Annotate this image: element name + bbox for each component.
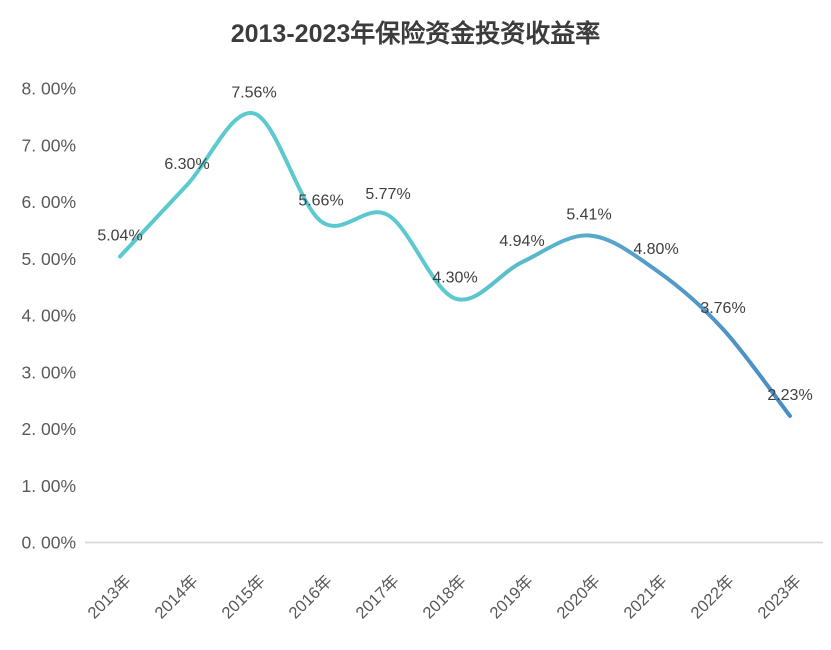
data-point-label: 5.41% xyxy=(566,206,611,223)
x-axis-tick-label: 2022年 xyxy=(687,571,738,622)
x-axis-tick-label: 2017年 xyxy=(352,571,403,622)
data-point-label: 2.23% xyxy=(767,387,812,404)
x-axis-tick-label: 2014年 xyxy=(151,571,202,622)
chart-title: 2013-2023年保险资金投资收益率 xyxy=(230,20,601,48)
x-axis-tick-label: 2019年 xyxy=(486,571,537,622)
y-axis-tick-label: 1. 00% xyxy=(22,476,76,496)
x-axis-tick-label: 2020年 xyxy=(553,571,604,622)
data-point-label: 5.04% xyxy=(97,227,142,244)
x-axis-tick-label: 2018年 xyxy=(419,571,470,622)
y-axis-tick-label: 0. 00% xyxy=(22,533,76,553)
data-point-label: 4.80% xyxy=(633,241,678,258)
y-axis-tick-label: 4. 00% xyxy=(22,306,76,326)
y-axis-tick-label: 2. 00% xyxy=(22,419,76,439)
x-axis-tick-label: 2016年 xyxy=(285,571,336,622)
data-point-label: 7.56% xyxy=(231,84,276,101)
x-axis-tick-label: 2015年 xyxy=(218,571,269,622)
y-axis-tick-label: 5. 00% xyxy=(22,249,76,269)
data-point-label: 4.30% xyxy=(432,269,477,286)
series-line xyxy=(118,111,792,418)
y-axis-tick-label: 6. 00% xyxy=(22,192,76,212)
data-point-label: 5.77% xyxy=(365,186,410,203)
x-axis-tick-label: 2023年 xyxy=(754,571,805,622)
data-point-label: 6.30% xyxy=(164,156,209,173)
y-axis-tick-label: 3. 00% xyxy=(22,362,76,382)
data-point-label: 4.94% xyxy=(499,233,544,250)
x-axis-tick-label: 2021年 xyxy=(620,571,671,622)
x-axis-tick-label: 2013年 xyxy=(84,571,135,622)
y-axis-tick-label: 7. 00% xyxy=(22,135,76,155)
y-axis-tick-label: 8. 00% xyxy=(22,79,76,99)
data-point-label: 5.66% xyxy=(298,192,343,209)
data-point-label: 3.76% xyxy=(700,300,745,317)
